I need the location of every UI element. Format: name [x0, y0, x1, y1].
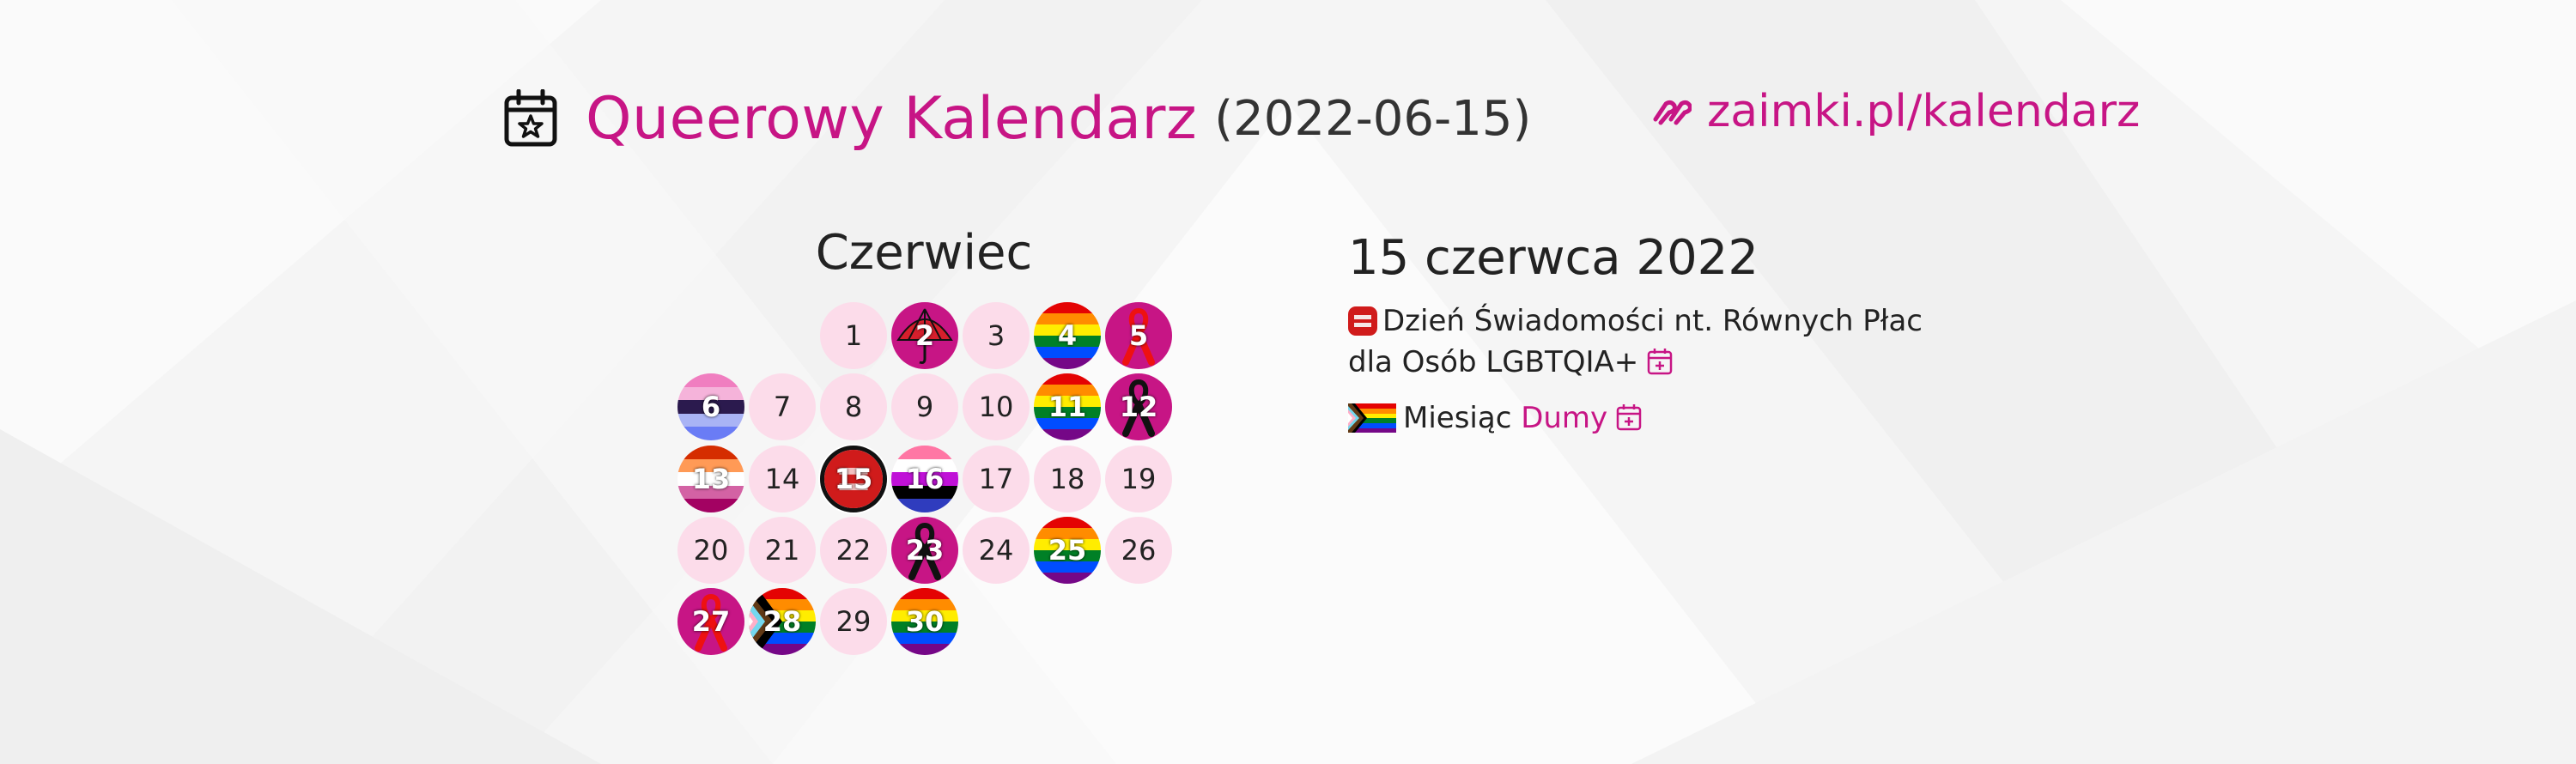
calendar-day-14[interactable]: 14 [749, 445, 816, 512]
calendar-star-icon [504, 89, 557, 147]
calendar-day-number: 18 [1049, 462, 1085, 495]
site-url-text: zaimki.pl/kalendarz [1707, 86, 2141, 137]
calendar-day-number: 13 [691, 462, 731, 495]
calendar-day-number: 9 [915, 391, 934, 424]
event-equal-pay[interactable]: Dzień Świadomości nt. Równych Płac dla O… [1348, 300, 1966, 383]
calendar-day-8[interactable]: 8 [820, 373, 887, 441]
lesbian-flag-icon [677, 445, 744, 512]
calendar-day-17[interactable]: 17 [963, 445, 1030, 512]
calendar-day-number: 11 [1048, 391, 1087, 424]
page-header: Queerowy Kalendarz (2022-06-15) [503, 79, 1531, 158]
red-ribbon-flag-icon [1105, 302, 1172, 369]
calendar-day-7[interactable]: 7 [749, 373, 816, 441]
calendar-day-number: 14 [764, 462, 800, 495]
calendar-day-number: 23 [905, 533, 945, 567]
calendar-day-15[interactable]: 15 [820, 445, 887, 512]
calendar-day-number: 8 [844, 391, 863, 424]
calendar-day-25[interactable]: 25 [1034, 516, 1101, 584]
calendar-day-number: 21 [764, 533, 800, 567]
calendar-day-number: 1 [844, 319, 863, 352]
equality-icon [1348, 306, 1377, 336]
event-pride-month[interactable]: Miesiąc Dumy [1348, 397, 1642, 439]
calendar-day-6[interactable]: 6 [677, 373, 744, 441]
calendar-day-number: 16 [905, 462, 945, 495]
calendar-day-number: 25 [1048, 533, 1087, 567]
calendar-day-4[interactable]: 4 [1034, 302, 1101, 369]
rainbow-flag-icon [891, 588, 958, 655]
rainbow-flag-icon [1034, 516, 1101, 584]
page-title: Queerowy Kalendarz [586, 84, 1198, 153]
calendar-day-number: 19 [1121, 462, 1157, 495]
calendar-day-28[interactable]: 28 [749, 588, 816, 655]
calendar-day-number: 6 [701, 391, 721, 424]
add-to-calendar-icon[interactable] [1647, 348, 1673, 375]
event-equal-pay-label: Dzień Świadomości nt. Równych Płac dla O… [1348, 304, 1923, 379]
calendar-day-20[interactable]: 20 [677, 516, 744, 584]
genderfluid-stripes-flag-icon [677, 373, 744, 441]
calendar-day-5[interactable]: 5 [1105, 302, 1172, 369]
calendar-day-number: 29 [835, 605, 872, 638]
calendar-day-number: 17 [978, 462, 1014, 495]
calendar-day-30[interactable]: 30 [891, 588, 958, 655]
calendar-day-16[interactable]: 16 [891, 445, 958, 512]
calendar-day-19[interactable]: 19 [1105, 445, 1172, 512]
calendar-day-3[interactable]: 3 [963, 302, 1030, 369]
calendar-day-number: 10 [978, 391, 1014, 424]
calendar-day-number: 2 [914, 319, 935, 352]
black-ribbon-flag-icon [1105, 373, 1172, 441]
event-pride-prefix: Miesiąc [1403, 401, 1522, 435]
genderfluid-flag-icon [891, 445, 958, 512]
calendar-day-27[interactable]: 27 [677, 588, 744, 655]
site-url-link[interactable]: zaimki.pl/kalendarz [1652, 86, 2140, 137]
calendar-day-number: 15 [834, 462, 873, 495]
equality-flag-icon [824, 449, 883, 508]
rainbow-flag-icon [1034, 302, 1101, 369]
calendar-day-number: 24 [978, 533, 1014, 567]
calendar-day-number: 4 [1057, 319, 1078, 352]
red-ribbon-flag-icon [677, 588, 744, 655]
calendar-day-11[interactable]: 11 [1034, 373, 1101, 441]
umbrella-flag-icon [891, 302, 958, 369]
black-ribbon-flag-icon [891, 516, 958, 584]
month-title: Czerwiec [815, 225, 1033, 281]
rainbow-flag-icon [1034, 373, 1101, 441]
page-date: (2022-06-15) [1214, 90, 1532, 147]
calendar-day-9[interactable]: 9 [891, 373, 958, 441]
selected-date-title: 15 czerwca 2022 [1348, 230, 1759, 286]
add-to-calendar-icon[interactable] [1616, 403, 1642, 431]
calendar-day-number: 5 [1128, 319, 1149, 352]
calendar-day-21[interactable]: 21 [749, 516, 816, 584]
calendar-day-number: 20 [693, 533, 729, 567]
calendar-day-1[interactable]: 1 [820, 302, 887, 369]
calendar-day-number: 28 [762, 605, 802, 638]
calendar-day-number: 22 [835, 533, 872, 567]
calendar-day-10[interactable]: 10 [963, 373, 1030, 441]
progress-pride-flag-icon [1348, 403, 1396, 433]
calendar-day-18[interactable]: 18 [1034, 445, 1101, 512]
calendar-day-22[interactable]: 22 [820, 516, 887, 584]
pride-link[interactable]: Dumy [1521, 401, 1608, 435]
calendar-day-number: 26 [1121, 533, 1157, 567]
calendar-day-number: 3 [987, 319, 1005, 352]
calendar-day-13[interactable]: 13 [677, 445, 744, 512]
calendar-day-26[interactable]: 26 [1105, 516, 1172, 584]
calendar-day-23[interactable]: 23 [891, 516, 958, 584]
calendar-day-number: 12 [1119, 391, 1158, 424]
calendar-day-24[interactable]: 24 [963, 516, 1030, 584]
progress-flag-icon [749, 588, 816, 655]
calendar-day-number: 7 [773, 391, 792, 424]
calendar-day-number: 27 [691, 605, 731, 638]
calendar-day-12[interactable]: 12 [1105, 373, 1172, 441]
zaimki-logo-icon [1653, 100, 1692, 125]
calendar-day-number: 30 [905, 605, 945, 638]
calendar-day-2[interactable]: 2 [891, 302, 958, 369]
calendar-day-29[interactable]: 29 [820, 588, 887, 655]
